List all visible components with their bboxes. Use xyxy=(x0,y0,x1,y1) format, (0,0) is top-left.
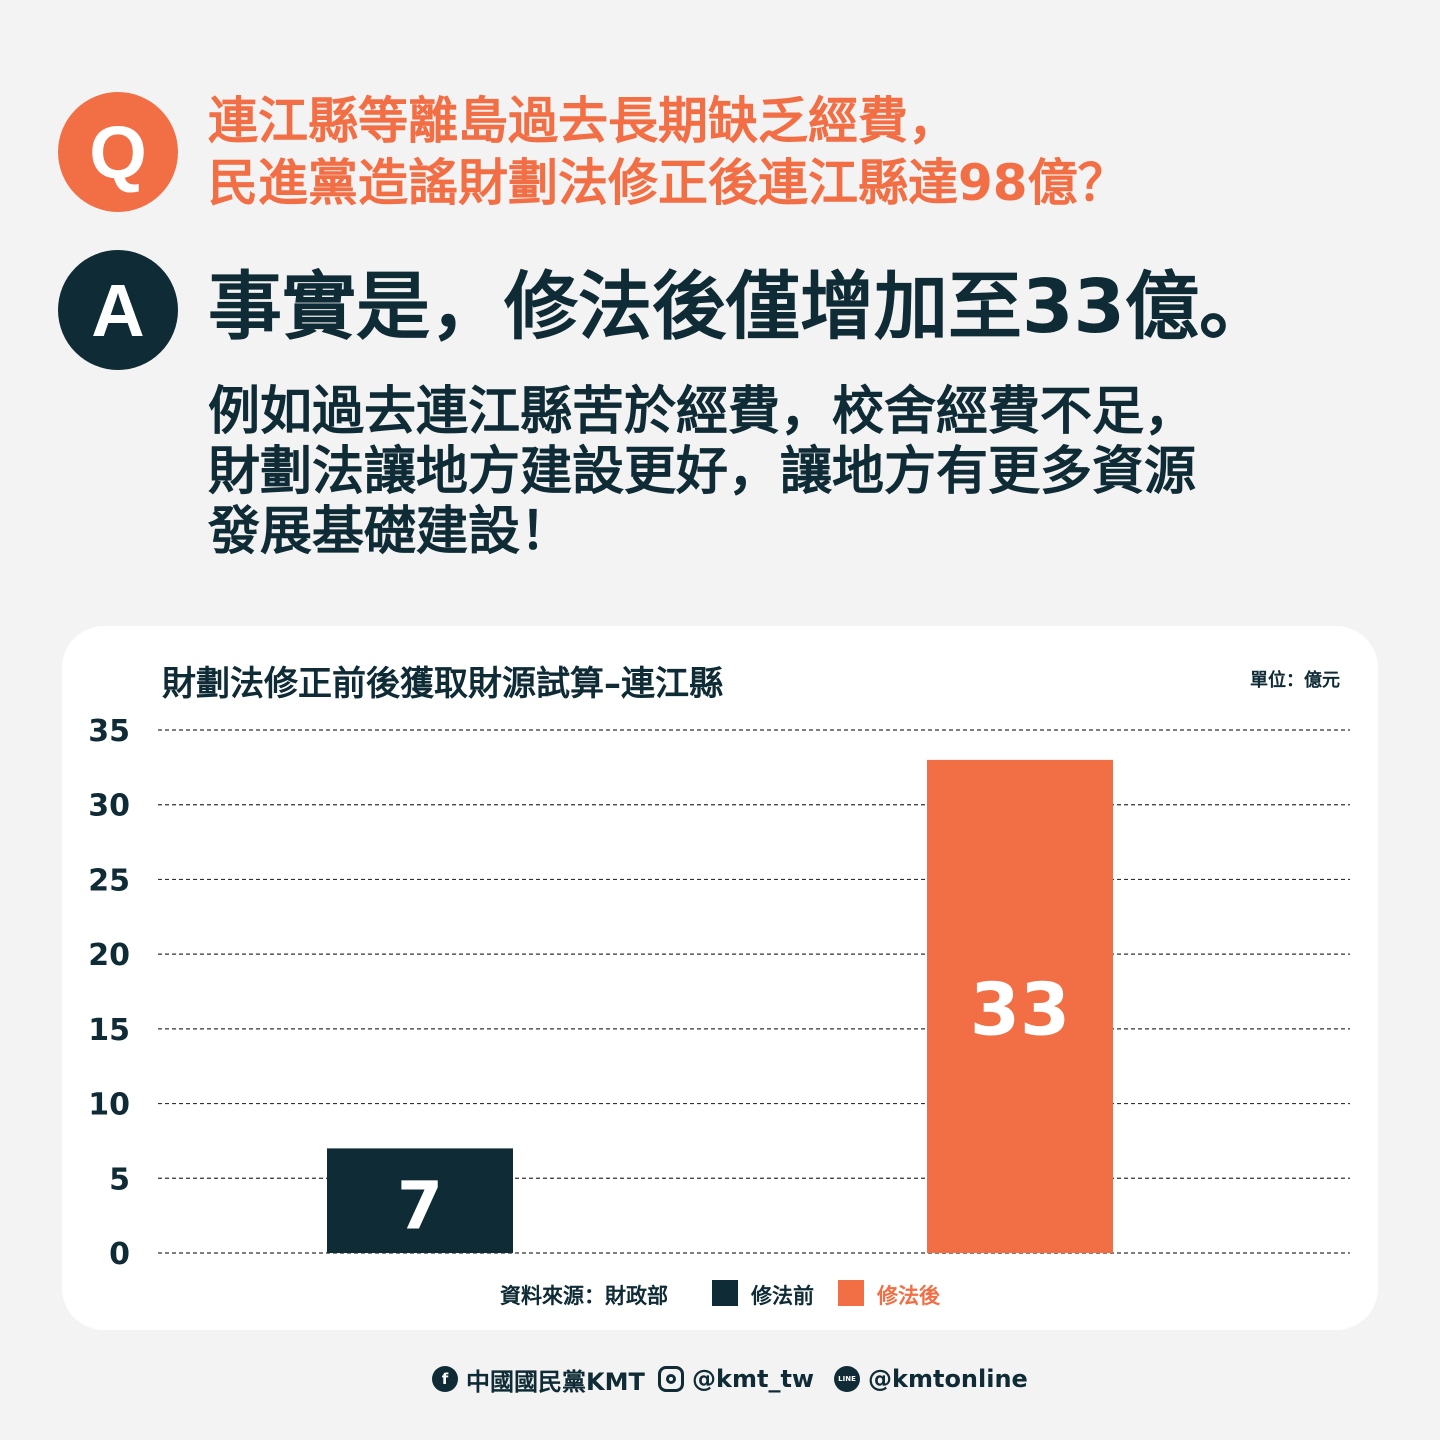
question-badge: Q xyxy=(58,92,178,212)
bar-after xyxy=(927,759,1113,1253)
y-tick-label-5: 5 xyxy=(109,1162,130,1197)
bar-value-label-after: 33 xyxy=(970,967,1070,1051)
question-badge-letter: Q xyxy=(89,110,147,194)
legend-label-after: 修法後 xyxy=(877,1284,940,1308)
chart-title: 財劃法修正前後獲取財源試算–連江縣 xyxy=(162,664,723,704)
footer: f 中國國民黨KMT @kmt_tw LINE @kmtonline xyxy=(0,1362,1440,1396)
footer-line-text: @kmtonline xyxy=(868,1365,1028,1393)
line-icon: LINE xyxy=(834,1366,860,1392)
answer-badge-letter: A xyxy=(91,268,145,352)
y-tick-label-15: 15 xyxy=(88,1013,130,1048)
y-tick-label-30: 30 xyxy=(88,789,130,824)
y-tick-label-35: 35 xyxy=(88,714,130,749)
question-text: 連江縣等離島過去長期缺乏經費， 民進黨造謠財劃法修正後連江縣達98億？ xyxy=(208,90,1388,214)
footer-line[interactable]: LINE @kmtonline xyxy=(834,1362,1028,1396)
footer-instagram[interactable]: @kmt_tw xyxy=(658,1362,814,1396)
instagram-icon xyxy=(658,1366,684,1392)
answer-body: 例如過去連江縣苦於經費，校舍經費不足， 財劃法讓地方建設更好，讓地方有更多資源 … xyxy=(208,382,1398,562)
bar-value-label-before: 7 xyxy=(397,1168,443,1245)
chart-legend: 資料來源：財政部 修法前 修法後 xyxy=(62,1278,1378,1310)
legend-swatch-after xyxy=(838,1280,864,1306)
answer-headline: 事實是，修法後僅增加至33億。 xyxy=(208,264,1273,350)
y-tick-label-0: 0 xyxy=(109,1237,130,1272)
legend-label-before: 修法前 xyxy=(751,1284,814,1308)
legend-swatch-before xyxy=(712,1280,738,1306)
data-source: 資料來源：財政部 xyxy=(500,1284,668,1308)
answer-body-line-1: 例如過去連江縣苦於經費，校舍經費不足， xyxy=(208,382,1197,442)
answer-badge: A xyxy=(58,250,178,370)
footer-facebook-text: 中國國民黨KMT xyxy=(466,1367,645,1396)
chart-card: 財劃法修正前後獲取財源試算–連江縣 單位：億元 0 5 10 15 20 25 30 35 7 3… xyxy=(62,626,1378,1330)
answer-body-line-2: 財劃法讓地方建設更好，讓地方有更多資源 xyxy=(208,442,1197,502)
question-line-2: 民進黨造謠財劃法修正後連江縣達98億？ xyxy=(208,154,1128,212)
footer-facebook[interactable]: f 中國國民黨KMT xyxy=(432,1362,645,1396)
y-tick-label-25: 25 xyxy=(88,863,130,898)
facebook-icon: f xyxy=(432,1366,458,1392)
chart-unit: 單位：億元 xyxy=(1250,670,1340,691)
answer-body-line-3: 發展基礎建設！ xyxy=(208,502,573,562)
footer-instagram-text: @kmt_tw xyxy=(692,1365,815,1393)
question-line-1: 連江縣等離島過去長期缺乏經費， xyxy=(208,92,958,150)
bar-before xyxy=(327,1148,513,1253)
y-tick-label-20: 20 xyxy=(88,938,130,973)
bar-chart: 0 5 10 15 20 25 30 35 7 33 xyxy=(88,714,1350,1272)
y-tick-label-10: 10 xyxy=(88,1088,130,1123)
